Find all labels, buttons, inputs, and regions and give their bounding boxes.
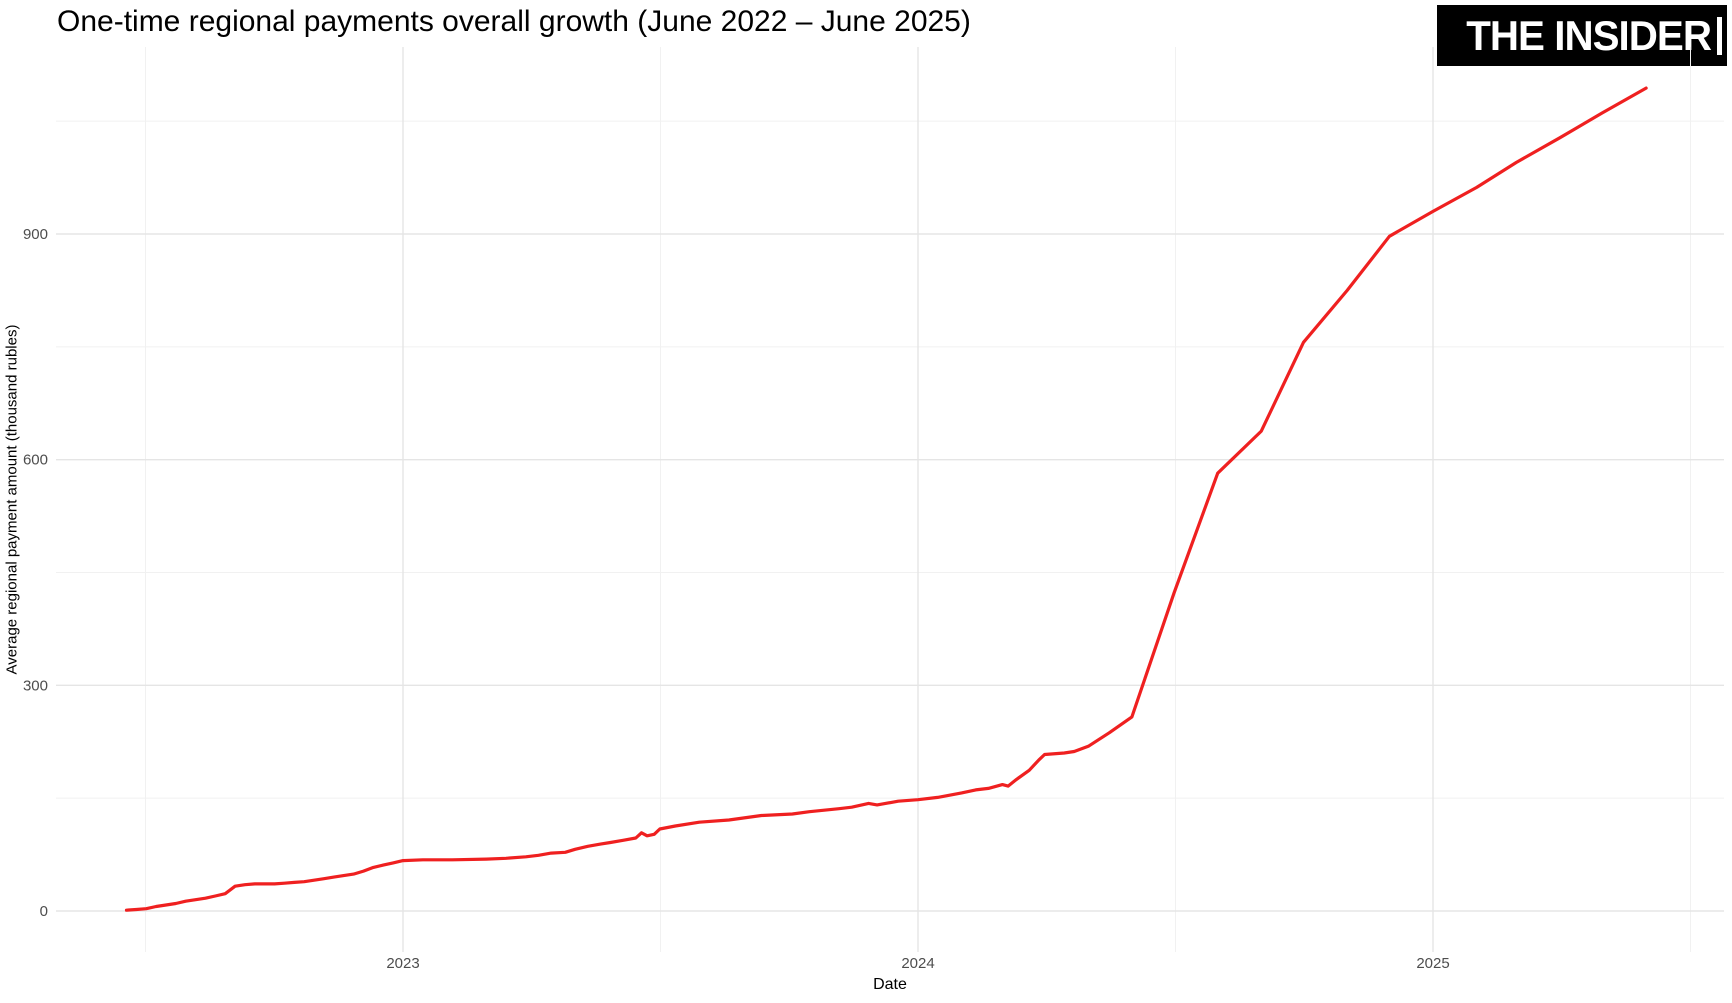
x-tick-label: 2024 <box>901 955 934 972</box>
y-tick-label: 300 <box>23 677 48 694</box>
series-line <box>124 86 1648 912</box>
y-tick-label: 900 <box>23 226 48 243</box>
x-axis-title: Date <box>873 976 907 993</box>
brand-logo-cursor-bar <box>1717 16 1722 55</box>
brand-logo-text: THE INSIDER <box>1466 11 1712 59</box>
x-tick-label: 2023 <box>386 955 419 972</box>
y-tick-label: 600 <box>23 452 48 469</box>
y-tick-label: 0 <box>40 903 48 920</box>
brand-logo: THE INSIDER <box>1437 5 1727 66</box>
chart-title: One-time regional payments overall growt… <box>57 5 971 38</box>
x-tick-label: 2025 <box>1416 955 1449 972</box>
